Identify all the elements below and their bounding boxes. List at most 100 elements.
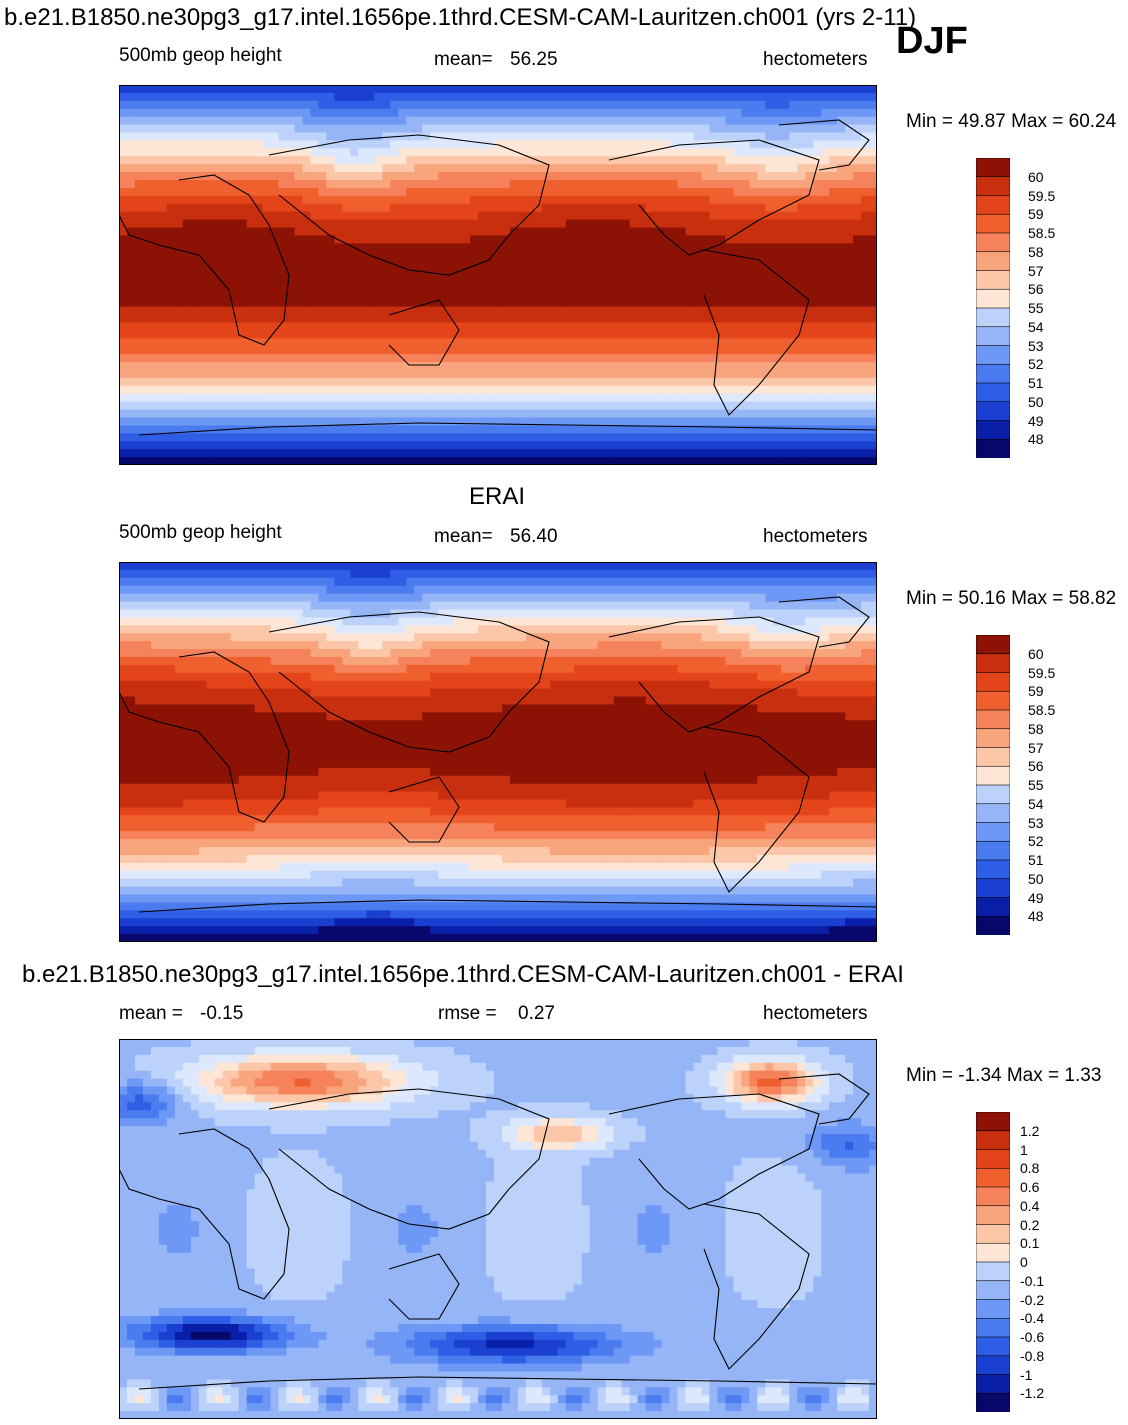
field-cell	[829, 227, 838, 237]
field-cell	[757, 401, 766, 411]
field-cell	[486, 569, 495, 579]
field-cell	[797, 203, 806, 213]
field-cell	[869, 306, 877, 316]
field-cell	[573, 108, 583, 118]
field-cell	[741, 235, 750, 244]
field-cell	[182, 441, 192, 450]
field-cell	[765, 306, 774, 316]
field-cell	[190, 203, 200, 213]
field-cell	[430, 140, 439, 149]
field-cell	[837, 409, 846, 419]
field-cell	[318, 251, 328, 260]
field-cell	[446, 393, 455, 403]
field-cell	[414, 330, 423, 339]
field-cell	[182, 203, 192, 213]
field-cell	[414, 203, 423, 213]
field-cell	[685, 235, 695, 244]
field-cell	[525, 370, 535, 379]
field-cell	[182, 401, 192, 411]
field-cell	[446, 108, 455, 118]
field-cell	[358, 409, 367, 419]
field-cell	[462, 259, 471, 268]
field-cell	[581, 203, 591, 213]
field-cell	[709, 433, 719, 442]
field-cell	[845, 569, 854, 579]
field-cell	[206, 243, 216, 252]
field-cell	[597, 401, 607, 411]
field-cell	[174, 275, 184, 284]
field-cell	[573, 306, 583, 316]
field-cell	[749, 124, 758, 134]
field-cell	[693, 180, 703, 189]
field-cell	[501, 385, 511, 395]
field-cell	[541, 251, 551, 260]
field-cell	[685, 401, 695, 411]
field-cell	[334, 203, 344, 213]
field-cell	[470, 314, 479, 324]
field-cell	[454, 330, 463, 339]
field-cell	[541, 562, 551, 571]
field-cell	[821, 195, 830, 205]
field-cell	[382, 172, 391, 181]
field-cell	[494, 306, 503, 316]
field-cell	[813, 148, 822, 157]
field-cell	[119, 140, 128, 149]
field-cell	[757, 148, 766, 157]
field-cell	[430, 92, 439, 102]
field-cell	[222, 140, 232, 149]
field-cell	[134, 195, 144, 205]
field-cell	[733, 449, 742, 458]
field-cell	[757, 290, 766, 300]
field-cell	[597, 330, 607, 339]
field-cell	[517, 322, 527, 332]
field-cell	[621, 132, 631, 142]
field-cell	[254, 140, 264, 149]
field-cell	[517, 172, 527, 181]
field-cell	[717, 441, 726, 450]
field-cell	[541, 85, 551, 94]
field-cell	[390, 282, 399, 292]
field-cell	[182, 259, 192, 268]
field-cell	[158, 156, 168, 165]
field-cell	[198, 282, 208, 292]
field-cell	[438, 577, 447, 587]
field-cell	[565, 132, 575, 142]
field-cell	[781, 354, 790, 363]
field-cell	[470, 393, 479, 403]
field-cell	[326, 267, 336, 276]
field-cell	[821, 187, 830, 197]
field-cell	[342, 417, 351, 427]
field-cell	[789, 377, 798, 387]
field-cell	[789, 393, 798, 403]
field-cell	[789, 585, 798, 595]
field-cell	[486, 306, 495, 316]
field-cell	[142, 457, 152, 465]
field-cell	[406, 330, 415, 339]
field-cell	[837, 441, 846, 450]
field-cell	[853, 401, 862, 411]
field-cell	[214, 132, 224, 142]
field-cell	[414, 85, 423, 94]
field-cell	[446, 140, 455, 149]
field-cell	[613, 164, 623, 173]
field-cell	[717, 124, 726, 134]
field-cell	[741, 156, 750, 165]
field-cell	[142, 441, 152, 450]
field-cell	[749, 85, 758, 94]
field-cell	[661, 393, 671, 403]
field-cell	[158, 140, 168, 149]
field-cell	[190, 362, 200, 371]
field-cell	[501, 370, 511, 379]
field-cell	[573, 433, 583, 442]
field-cell	[254, 417, 264, 427]
field-cell	[190, 85, 200, 94]
field-cell	[142, 290, 152, 300]
field-cell	[342, 203, 351, 213]
field-cell	[278, 338, 288, 347]
field-cell	[549, 132, 559, 142]
field-cell	[334, 417, 344, 427]
field-cell	[374, 385, 383, 395]
field-cell	[206, 425, 216, 434]
field-cell	[709, 401, 719, 411]
field-cell	[789, 290, 798, 300]
